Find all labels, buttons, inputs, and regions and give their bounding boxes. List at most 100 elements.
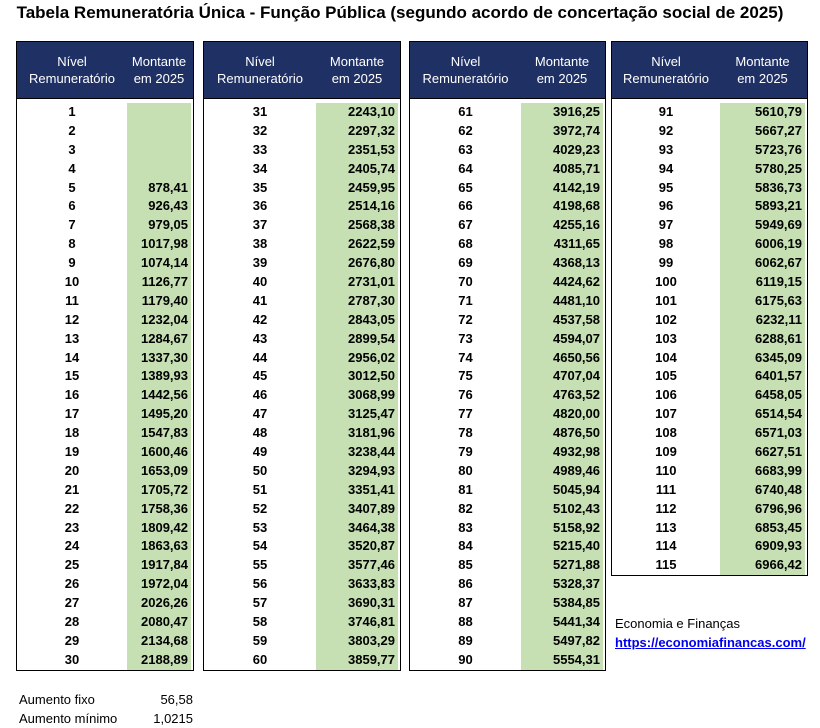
level-cell: 89 xyxy=(458,632,473,648)
column-header-amount: Montante em 2025 xyxy=(329,54,385,86)
source-link[interactable]: https://economiafinancas.com/ xyxy=(615,635,806,650)
column-header-level: Nível Remuneratório xyxy=(422,54,509,86)
table-row: 1 xyxy=(17,103,193,122)
amount-cell: 2514,16 xyxy=(316,197,398,217)
table-row: 91 5610,79 xyxy=(612,103,807,122)
table-row: 35 2459,95 xyxy=(204,178,400,198)
table-row: 82 5102,43 xyxy=(410,499,605,519)
table-row: 7 979,05 xyxy=(17,216,193,236)
table-row: 103 6288,61 xyxy=(612,329,807,349)
table-row: 44 2956,02 xyxy=(204,348,400,368)
level-cell: 44 xyxy=(252,349,268,365)
level-cell: 27 xyxy=(64,595,80,611)
level-cell: 61 xyxy=(458,104,473,119)
amount-cell: 2080,47 xyxy=(127,613,191,632)
level-cell: 38 xyxy=(252,236,268,252)
amount-cell: 3633,83 xyxy=(316,575,398,595)
amount-cell: 4424,62 xyxy=(521,273,603,292)
amount-cell: 2568,38 xyxy=(316,216,398,236)
table-row: 47 3125,47 xyxy=(204,405,400,425)
level-cell: 93 xyxy=(658,141,674,157)
table-row: 72 4537,58 xyxy=(410,310,605,330)
amount-cell: 4876,50 xyxy=(521,424,603,444)
level-cell: 10 xyxy=(64,274,80,290)
amount-cell: 3746,81 xyxy=(316,613,398,632)
table-row: 73 4594,07 xyxy=(410,329,605,349)
level-cell: 54 xyxy=(252,538,268,554)
amount-cell: 5441,34 xyxy=(521,613,603,632)
amount-cell: 3068,99 xyxy=(316,386,398,406)
amount-cell: 2956,02 xyxy=(316,348,398,368)
amount-cell: 1653,09 xyxy=(127,461,191,481)
level-cell: 20 xyxy=(64,462,80,478)
level-cell: 2 xyxy=(68,122,76,138)
level-cell: 77 xyxy=(458,406,473,422)
amount-cell: 1442,56 xyxy=(127,386,191,406)
note-minimum-increase: Aumento mínimo 1,0215 xyxy=(19,709,193,728)
level-cell: 97 xyxy=(658,217,674,233)
table-row: 108 6571,03 xyxy=(612,424,807,444)
level-cell: 87 xyxy=(458,595,473,611)
table-row: 4 xyxy=(17,159,193,179)
amount-cell: 3577,46 xyxy=(316,556,398,576)
level-cell: 113 xyxy=(655,519,677,535)
level-cell: 5 xyxy=(68,179,76,195)
level-cell: 66 xyxy=(458,198,473,214)
level-cell: 13 xyxy=(64,330,80,346)
level-cell: 8 xyxy=(68,236,76,252)
amount-cell: 4029,23 xyxy=(521,140,603,160)
amount-cell: 4537,58 xyxy=(521,310,603,330)
page-title: Tabela Remuneratória Única - Função Públ… xyxy=(16,3,784,22)
amount-cell: 1917,84 xyxy=(127,556,191,576)
level-cell: 108 xyxy=(655,425,677,441)
column-header-amount: Montante em 2025 xyxy=(534,54,590,86)
level-cell: 14 xyxy=(64,349,80,365)
notes: Aumento fixo 56,58 Aumento mínimo 1,0215 xyxy=(19,690,193,728)
level-cell: 114 xyxy=(655,538,677,554)
table-row: 111 6740,48 xyxy=(612,480,807,500)
amount-cell: 2351,53 xyxy=(316,140,398,160)
table-row: 37 2568,38 xyxy=(204,216,400,236)
level-cell: 7 xyxy=(68,217,76,233)
table-row: 81 5045,94 xyxy=(410,480,605,500)
level-cell: 56 xyxy=(252,576,268,592)
table-row: 114 6909,93 xyxy=(612,537,807,557)
amount-cell: 1284,67 xyxy=(127,329,191,349)
table-row: 38 2622,59 xyxy=(204,235,400,255)
amount-cell: 3803,29 xyxy=(316,631,398,651)
level-cell: 50 xyxy=(252,462,268,478)
level-cell: 30 xyxy=(64,651,80,667)
amount-cell: 5610,79 xyxy=(720,103,805,122)
amount-cell: 1547,83 xyxy=(127,424,191,444)
amount-cell: 3294,93 xyxy=(316,461,398,481)
level-cell: 91 xyxy=(658,104,674,119)
amount-cell: 6909,93 xyxy=(720,537,805,557)
amount-cell: 6345,09 xyxy=(720,348,805,368)
note-value: 56,58 xyxy=(160,692,193,707)
table-row: 33 2351,53 xyxy=(204,140,400,160)
amount-cell: 1126,77 xyxy=(127,273,191,292)
column-header-level: Nível Remuneratório xyxy=(217,54,303,86)
amount-cell: 2188,89 xyxy=(127,650,191,670)
table-row: 11 1179,40 xyxy=(17,291,193,311)
amount-cell: 4932,98 xyxy=(521,443,603,462)
amount-cell: 6571,03 xyxy=(720,424,805,444)
amount-cell: 6006,19 xyxy=(720,235,805,255)
level-cell: 64 xyxy=(458,160,473,176)
amount-cell: 4198,68 xyxy=(521,197,603,217)
level-cell: 115 xyxy=(655,557,677,573)
amount-cell: 4368,13 xyxy=(521,254,603,274)
table-row: 58 3746,81 xyxy=(204,613,400,632)
table-row: 78 4876,50 xyxy=(410,424,605,444)
table-row: 90 5554,31 xyxy=(410,650,605,670)
table-row: 83 5158,92 xyxy=(410,518,605,538)
table-row: 40 2731,01 xyxy=(204,273,400,292)
table-row: 57 3690,31 xyxy=(204,594,400,614)
level-cell: 33 xyxy=(252,141,268,157)
table-row: 61 3916,25 xyxy=(410,103,605,122)
level-cell: 101 xyxy=(655,292,677,308)
table-row: 26 1972,04 xyxy=(17,575,193,595)
table-row: 13 1284,67 xyxy=(17,329,193,349)
amount-cell: 1600,46 xyxy=(127,443,191,462)
table-row: 31 2243,10 xyxy=(204,103,400,122)
